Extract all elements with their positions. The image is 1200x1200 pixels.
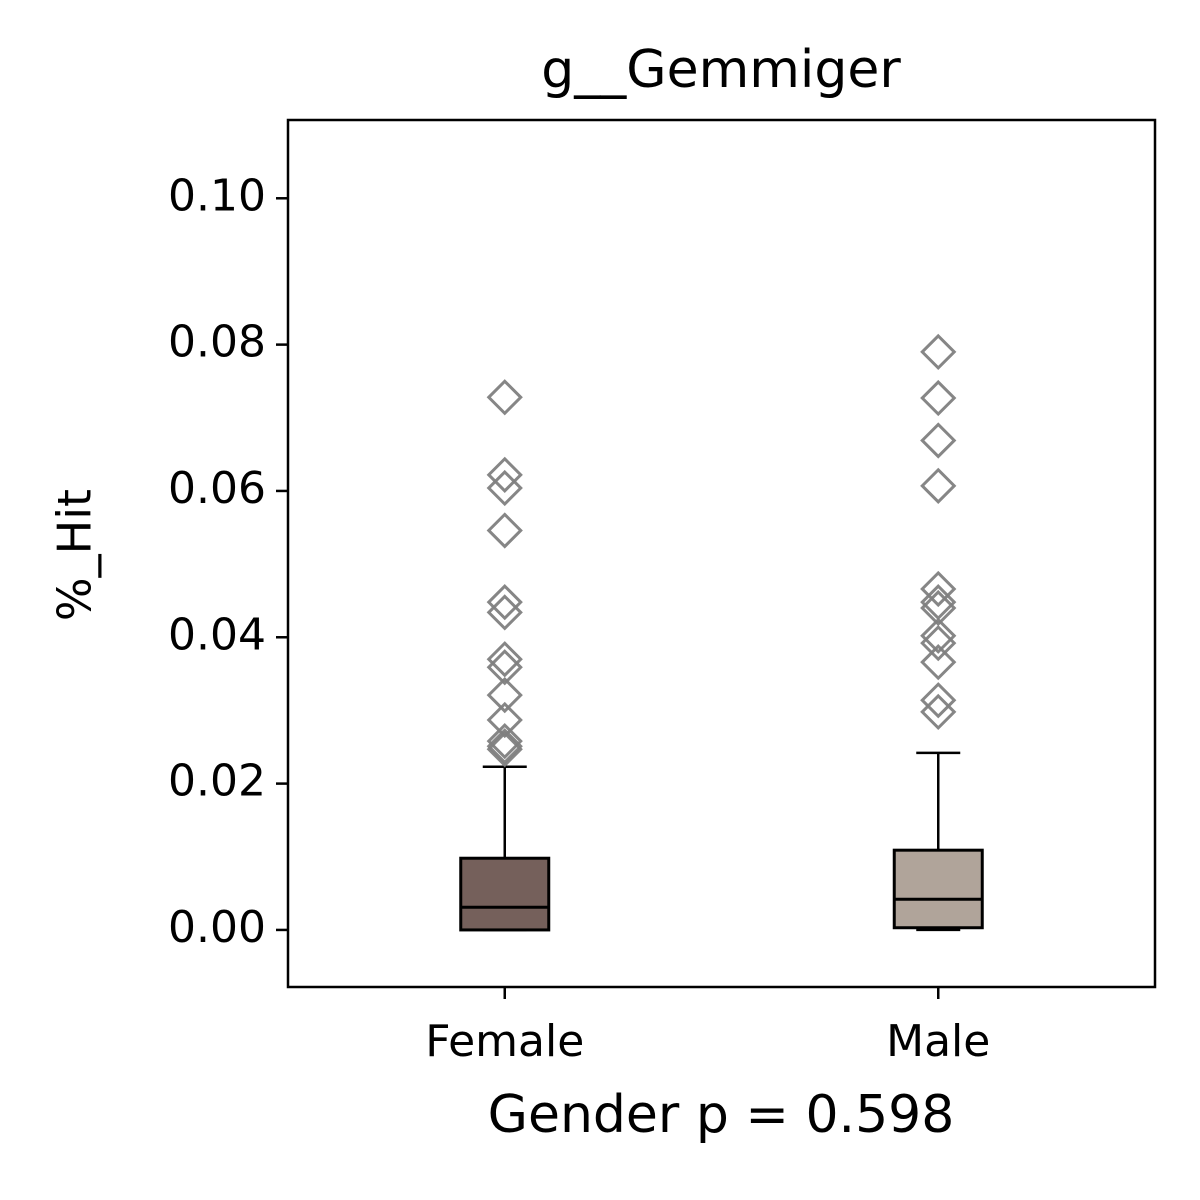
outlier bbox=[920, 644, 957, 681]
outlier bbox=[486, 469, 523, 507]
outlier bbox=[486, 676, 523, 714]
outlier bbox=[486, 723, 523, 760]
y-tick-label: 0.10 bbox=[168, 170, 266, 221]
outlier bbox=[486, 641, 523, 678]
plot-frame bbox=[286, 118, 1157, 989]
outlier bbox=[486, 731, 523, 768]
outlier bbox=[920, 467, 957, 504]
chart-title: g__Gemmiger bbox=[541, 40, 901, 100]
outlier bbox=[920, 617, 957, 654]
outlier bbox=[920, 379, 957, 417]
y-tick-label: 0.04 bbox=[168, 609, 266, 660]
outlier bbox=[486, 649, 523, 686]
outlier bbox=[486, 701, 523, 739]
outlier bbox=[920, 589, 957, 627]
x-axis-label: Gender p = 0.598 bbox=[488, 1085, 955, 1145]
outlier bbox=[486, 728, 523, 765]
y-tick-label: 0.00 bbox=[168, 902, 266, 953]
outlier bbox=[486, 584, 523, 621]
x-tick-label: Male bbox=[886, 1016, 990, 1067]
y-axis-label: %_Hit bbox=[48, 489, 102, 621]
outlier bbox=[486, 512, 523, 549]
y-tick-label: 0.02 bbox=[168, 756, 266, 807]
outlier bbox=[920, 625, 957, 662]
outlier bbox=[920, 333, 957, 371]
box bbox=[459, 856, 551, 932]
outlier bbox=[486, 379, 523, 416]
outlier bbox=[486, 456, 523, 493]
outlier bbox=[486, 594, 523, 631]
y-tick-label: 0.06 bbox=[168, 463, 266, 514]
x-tick-label: Female bbox=[425, 1016, 584, 1067]
y-tick-label: 0.08 bbox=[168, 317, 266, 368]
outlier bbox=[920, 682, 957, 719]
box bbox=[892, 848, 984, 930]
outlier bbox=[920, 693, 957, 731]
outlier bbox=[920, 570, 957, 608]
outlier bbox=[920, 422, 957, 459]
